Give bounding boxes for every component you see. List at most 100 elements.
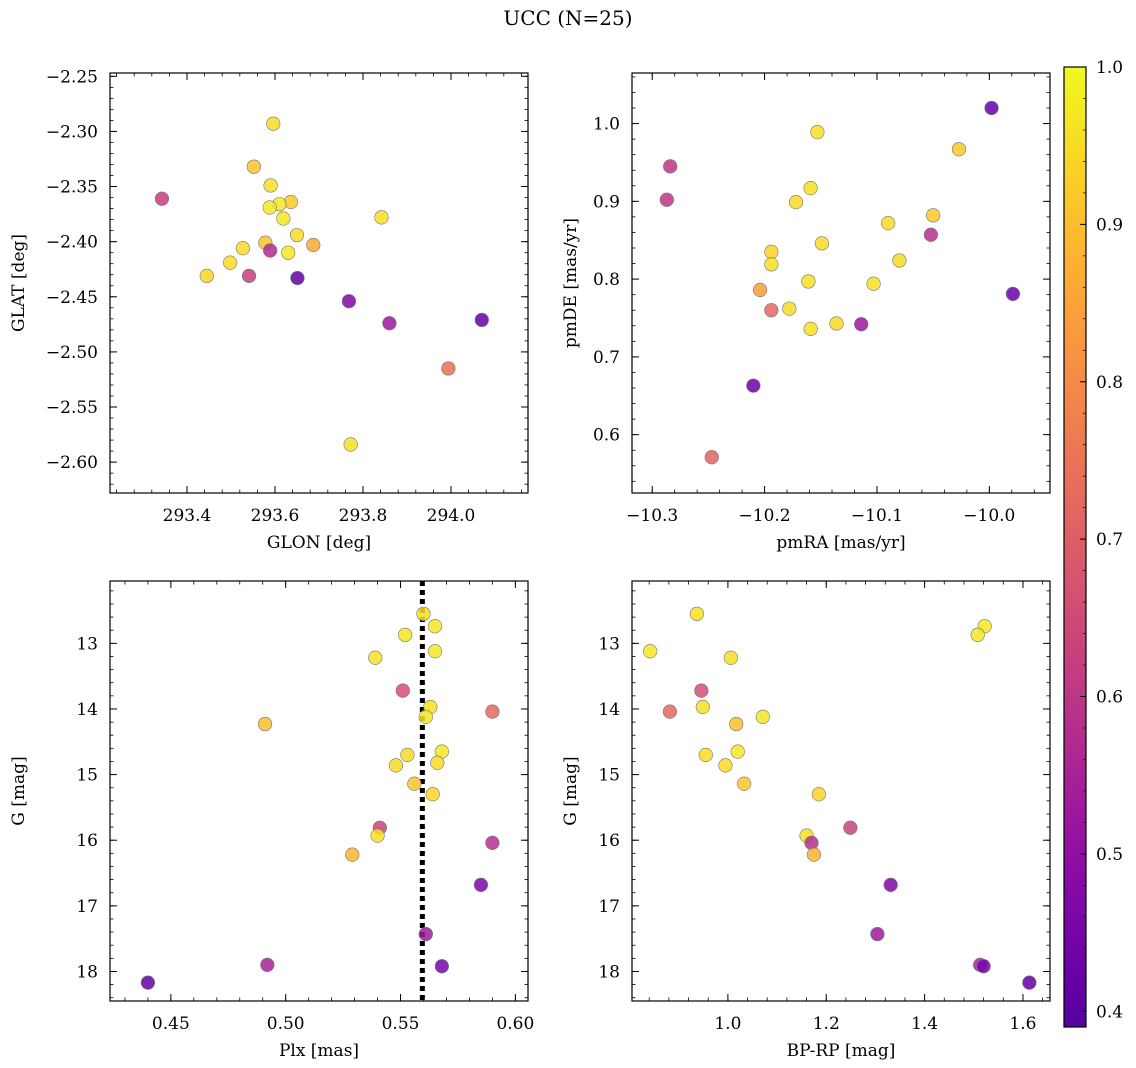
chart-panel-proper-motion: −10.3 −10.2 −10.1 −10.0 0.6 0.7 0.8 0.9 1.0 pmRA …	[561, 72, 1051, 553]
data-point	[870, 926, 885, 942]
chart-panel-parallax-magnitude: 0.45 0.50 0.55 0.60 13 14 15 16 17 18 Plx [mas] G […	[9, 580, 534, 1061]
x-axis-label: pmRA [mas/yr]	[776, 533, 905, 553]
data-point	[382, 316, 397, 331]
data-point	[689, 606, 705, 621]
x-tick-label: 0.55	[382, 1014, 420, 1034]
data-point	[400, 747, 415, 763]
colorbar-tick-label: 0.4	[1096, 1002, 1123, 1022]
y-tick-label: 14	[76, 700, 98, 720]
data-point	[806, 847, 822, 862]
plot-frame	[631, 72, 1051, 494]
data-point	[345, 847, 360, 862]
y-tick-label: −2.60	[46, 453, 98, 473]
data-point	[1022, 975, 1037, 990]
data-point	[923, 227, 938, 242]
x-tick-label: 0.50	[267, 1014, 305, 1034]
data-point	[788, 195, 804, 210]
y-tick-label: −2.55	[46, 398, 98, 418]
data-point	[718, 758, 733, 773]
data-point	[418, 926, 433, 942]
data-point	[866, 276, 881, 291]
data-point	[290, 270, 305, 286]
data-point	[407, 776, 422, 791]
data-point	[388, 758, 404, 773]
y-tick-label: −2.45	[46, 288, 98, 308]
data-point	[755, 709, 770, 724]
y-axis-label: pmDE [mas/yr]	[561, 218, 581, 348]
y-tick-label: −2.35	[46, 178, 98, 198]
data-point	[810, 125, 825, 140]
y-tick-label: 1.0	[593, 115, 620, 135]
data-point	[266, 116, 281, 131]
y-tick-label: 16	[76, 831, 98, 851]
data-point	[246, 159, 261, 174]
data-point	[276, 211, 291, 226]
data-point	[370, 828, 385, 843]
data-point	[154, 191, 170, 206]
figure-title: UCC (N=25)	[503, 6, 633, 30]
y-tick-label: 0.9	[593, 192, 620, 212]
data-point	[970, 627, 985, 642]
plot-frame	[109, 580, 529, 1002]
y-tick-label: −2.40	[46, 233, 98, 253]
data-point	[474, 312, 489, 328]
data-point	[473, 877, 489, 892]
y-tick-label: −2.25	[46, 67, 98, 87]
colorbar-tick-label: 0.5	[1096, 845, 1123, 865]
data-point	[729, 716, 744, 732]
data-point	[140, 975, 155, 990]
data-point	[926, 208, 941, 223]
data-point	[427, 644, 443, 659]
x-tick-label: −10.3	[626, 506, 678, 526]
y-axis-label: G [mag]	[9, 756, 29, 825]
data-point	[881, 216, 896, 231]
y-tick-label: 18	[598, 962, 620, 982]
y-axis-label: GLAT [deg]	[9, 234, 29, 332]
data-point	[843, 820, 858, 835]
colorbar-gradient	[1063, 66, 1087, 1028]
data-point	[854, 317, 869, 332]
data-point	[803, 181, 818, 196]
x-tick-label: −10.0	[963, 506, 1015, 526]
y-tick-label: 17	[598, 897, 620, 917]
data-point	[430, 755, 445, 770]
data-point	[262, 200, 277, 215]
plot-frame	[109, 72, 529, 494]
data-point	[343, 437, 358, 452]
y-tick-label: −2.30	[46, 122, 98, 142]
data-point	[811, 787, 826, 802]
y-tick-label: 0.8	[593, 270, 620, 290]
data-point	[659, 192, 674, 207]
data-point	[663, 159, 678, 174]
x-tick-label: 1.4	[911, 1014, 938, 1034]
data-point	[782, 301, 797, 316]
data-point	[235, 241, 250, 256]
data-point	[984, 100, 999, 116]
data-point	[698, 747, 713, 763]
data-point	[737, 776, 752, 791]
x-tick-label: 294.0	[427, 506, 476, 526]
y-tick-label: 13	[76, 634, 98, 654]
data-point	[746, 378, 761, 393]
data-point	[398, 627, 413, 642]
plot-frame	[631, 580, 1051, 1002]
chart-panel-position: 293.4 293.6 293.8 294.0 −2.25 −2.30 −2.35 −2.40…	[9, 67, 529, 553]
x-tick-label: −10.2	[739, 506, 791, 526]
y-tick-label: 13	[598, 634, 620, 654]
data-point	[281, 245, 296, 260]
x-tick-label: 1.0	[714, 1014, 741, 1034]
x-tick-label: −10.1	[851, 506, 903, 526]
colorbar-tick-label: 0.7	[1096, 530, 1123, 550]
y-tick-label: 15	[76, 766, 98, 786]
data-point	[892, 253, 907, 268]
y-tick-label: 16	[598, 831, 620, 851]
data-point	[695, 699, 710, 715]
colorbar-tick-label: 0.9	[1096, 215, 1123, 235]
data-point	[199, 268, 214, 283]
data-point	[485, 835, 500, 850]
data-point	[829, 316, 844, 331]
y-tick-label: 0.6	[593, 426, 620, 446]
y-axis-label: G [mag]	[561, 756, 581, 825]
data-point	[485, 704, 500, 719]
